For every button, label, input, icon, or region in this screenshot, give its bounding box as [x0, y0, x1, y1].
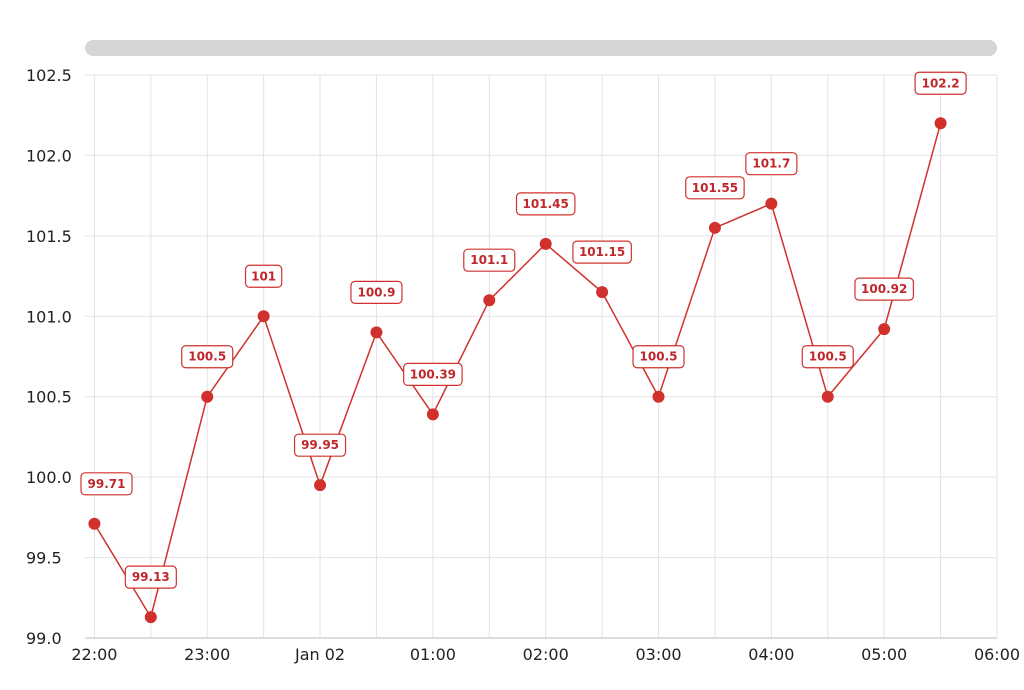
data-label-text: 100.39: [410, 367, 456, 381]
data-label: 100.39: [403, 362, 463, 387]
data-label: 100.92: [854, 277, 914, 301]
data-point: [652, 390, 665, 403]
data-point: [201, 390, 214, 403]
data-label-text: 100.92: [861, 282, 907, 296]
x-tick-label: 22:00: [71, 645, 117, 664]
data-label-text: 100.9: [357, 285, 395, 299]
data-point: [483, 294, 496, 307]
x-tick-label: 04:00: [748, 645, 794, 664]
data-label-box: [293, 433, 347, 457]
data-label: 99.13: [124, 565, 177, 589]
horizontal-scrollbar[interactable]: [85, 40, 997, 56]
data-label-text: 99.95: [301, 438, 339, 452]
data-label-text: 101.55: [692, 181, 738, 195]
data-label-box: [854, 277, 914, 301]
data-label-box: [572, 240, 632, 264]
data-label: 101.15: [572, 240, 632, 264]
data-label: 100.5: [801, 345, 854, 369]
data-label-box: [515, 192, 576, 216]
y-tick-label: 101.5: [26, 227, 72, 246]
x-axis: 22:00 23:00 Jan 02 01:00 02:00 03:00 04:00 05:0…: [71, 637, 1020, 664]
y-tick-label: 100.0: [26, 468, 72, 487]
data-label: 100.5: [632, 345, 685, 369]
data-label-box: [745, 152, 798, 176]
data-label-text: 101: [251, 269, 276, 283]
data-point: [708, 221, 721, 234]
data-label-text: 100.5: [188, 350, 226, 364]
data-label: 101.45: [515, 192, 576, 216]
data-point: [257, 310, 270, 323]
data-point: [821, 390, 834, 403]
data-label: 102.2: [914, 71, 967, 95]
data-point: [426, 408, 439, 421]
data-label-box: [181, 345, 234, 369]
data-point: [934, 117, 947, 130]
data-label-box: [632, 345, 685, 369]
data-point: [88, 517, 101, 530]
data-point: [878, 323, 891, 336]
data-label-text: 101.7: [752, 157, 790, 171]
series-line: [93, 123, 942, 620]
data-point: [314, 479, 327, 492]
data-label-text: 101.15: [579, 245, 625, 259]
data-label-box: [80, 472, 133, 496]
data-point: [144, 611, 157, 624]
data-point: [765, 197, 778, 210]
data-label-text: 102.2: [922, 76, 960, 90]
data-point: [370, 326, 383, 339]
data-label: 101.1: [463, 248, 516, 272]
y-tick-label: 99.5: [26, 549, 62, 568]
data-label-box: [244, 264, 283, 288]
x-tick-label: 06:00: [974, 645, 1020, 664]
data-label: 101.7: [745, 152, 798, 176]
data-points: [88, 117, 947, 624]
data-label-text: 99.13: [132, 570, 170, 584]
data-label: 101: [244, 264, 283, 288]
data-labels: 99.71 99.13 100.5 101 99.95 100.9 100.39 101.1 1…: [80, 71, 967, 589]
y-tick-label: 99.0: [26, 629, 62, 648]
data-label-box: [403, 362, 463, 387]
x-tick-label: 02:00: [523, 645, 569, 664]
data-label-text: 100.5: [809, 350, 847, 364]
data-point: [539, 237, 552, 250]
series-polyline: [93, 123, 942, 620]
x-tick-label: 03:00: [635, 645, 681, 664]
data-label-text: 99.71: [88, 477, 126, 491]
data-label-text: 100.5: [640, 350, 678, 364]
data-label-box: [914, 71, 967, 95]
data-label-text: 101.1: [470, 253, 508, 267]
data-label-box: [463, 248, 516, 272]
data-label: 100.9: [350, 280, 403, 304]
y-tick-label: 102.5: [26, 66, 72, 85]
data-label: 100.5: [181, 345, 234, 369]
data-label-box: [350, 280, 403, 304]
x-tick-label: 05:00: [861, 645, 907, 664]
y-axis: 99.0 99.5 100.0 100.5 101.0 101.5 102.0 102.5: [26, 66, 72, 648]
data-point: [596, 286, 609, 299]
data-label: 99.95: [293, 433, 347, 457]
data-label-box: [685, 176, 745, 200]
data-label: 99.71: [80, 472, 133, 496]
x-tick-label: 23:00: [184, 645, 230, 664]
data-label-text: 101.45: [523, 197, 569, 211]
y-tick-label: 101.0: [26, 307, 72, 326]
data-label-box: [124, 565, 177, 589]
y-tick-label: 100.5: [26, 388, 72, 407]
data-label-box: [801, 345, 854, 369]
x-tick-label: 01:00: [410, 645, 456, 664]
y-tick-label: 102.0: [26, 146, 72, 165]
data-label: 101.55: [685, 176, 745, 200]
x-tick-label: Jan 02: [294, 645, 345, 664]
